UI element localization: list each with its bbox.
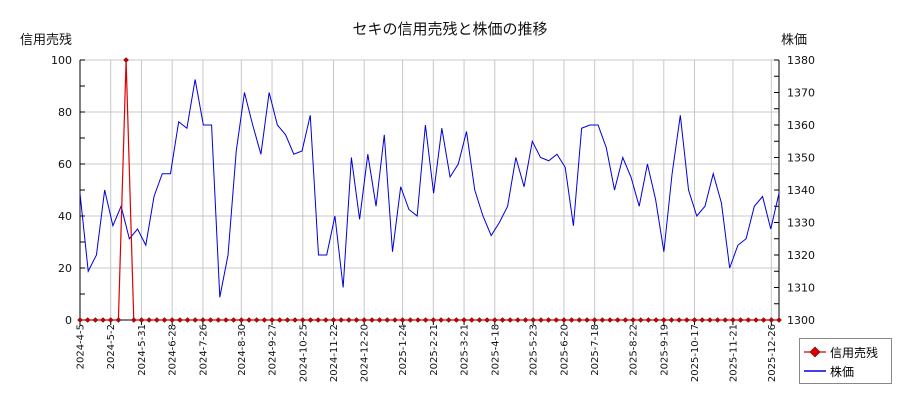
svg-text:2024-11-22: 2024-11-22 (329, 324, 340, 382)
svg-text:2024-5-31: 2024-5-31 (137, 324, 148, 376)
svg-text:2024-8-30: 2024-8-30 (237, 324, 248, 376)
svg-text:2025-10-17: 2025-10-17 (690, 324, 701, 382)
svg-text:2025-5-23: 2025-5-23 (529, 324, 540, 376)
svg-text:2024-5-2: 2024-5-2 (106, 324, 117, 369)
svg-text:1360: 1360 (787, 119, 815, 132)
svg-text:2024-9-27: 2024-9-27 (268, 324, 279, 376)
svg-text:1350: 1350 (787, 152, 815, 165)
left-axis-title: 信用売残 (20, 33, 73, 48)
svg-text:1310: 1310 (787, 282, 815, 295)
svg-text:2025-12-26: 2025-12-26 (767, 324, 778, 382)
legend-item-margin-sell: 信用売残 (800, 343, 891, 361)
legend-item-price: 株価 (800, 362, 891, 380)
svg-text:100: 100 (51, 54, 72, 67)
legend-label: 信用売残 (830, 345, 879, 360)
svg-text:2024-7-26: 2024-7-26 (198, 324, 209, 376)
legend-label: 株価 (830, 364, 855, 379)
right-axis-title: 株価 (781, 33, 808, 48)
svg-text:2025-2-21: 2025-2-21 (429, 324, 440, 376)
svg-text:2025-3-21: 2025-3-21 (460, 324, 471, 376)
svg-text:2025-11-21: 2025-11-21 (728, 324, 739, 382)
svg-text:2025-1-24: 2025-1-24 (398, 324, 409, 376)
svg-text:2024-6-28: 2024-6-28 (168, 324, 179, 376)
svg-text:2024-12-20: 2024-12-20 (360, 324, 371, 382)
red-diamond-line-icon (804, 346, 826, 358)
legend: 信用売残 株価 (799, 338, 892, 384)
svg-text:2024-4-5: 2024-4-5 (76, 324, 87, 369)
svg-text:2025-9-19: 2025-9-19 (659, 324, 670, 376)
svg-text:1370: 1370 (787, 87, 815, 100)
svg-text:2025-8-22: 2025-8-22 (629, 324, 640, 376)
svg-text:1330: 1330 (787, 217, 815, 230)
svg-text:1300: 1300 (787, 314, 815, 327)
svg-text:2025-4-18: 2025-4-18 (490, 324, 501, 376)
blue-line-icon (804, 370, 826, 372)
svg-text:1380: 1380 (787, 54, 815, 67)
svg-text:2025-7-18: 2025-7-18 (590, 324, 601, 376)
svg-text:2024-10-25: 2024-10-25 (298, 324, 309, 382)
svg-text:80: 80 (58, 106, 72, 119)
chart-title: セキの信用売残と株価の推移 (352, 20, 548, 38)
svg-text:20: 20 (58, 262, 72, 275)
svg-text:2025-6-20: 2025-6-20 (559, 324, 570, 376)
svg-text:0: 0 (65, 314, 72, 327)
svg-text:1340: 1340 (787, 184, 815, 197)
svg-text:60: 60 (58, 158, 72, 171)
svg-text:40: 40 (58, 210, 72, 223)
svg-text:1320: 1320 (787, 249, 815, 262)
